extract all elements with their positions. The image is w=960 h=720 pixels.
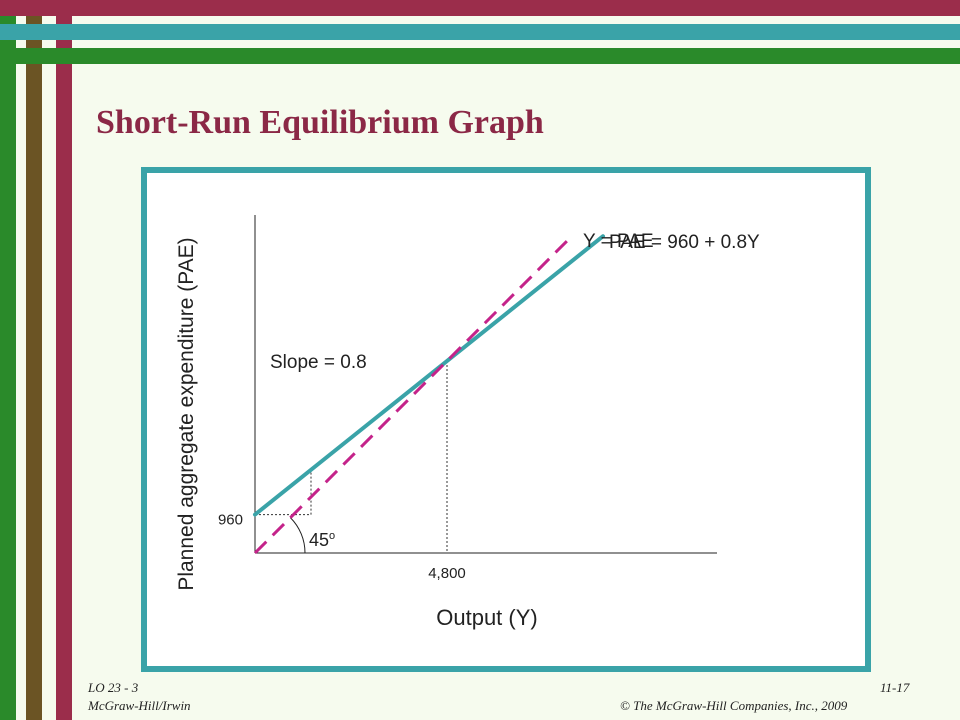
- stripe-maroon-horizontal: [0, 0, 960, 16]
- series-line-pae: [253, 234, 605, 517]
- series-label-pae: PAE = 960 + 0.8Y: [609, 232, 760, 253]
- stripe-green-vertical: [0, 0, 16, 720]
- series-line-y-equals-pae: [253, 235, 573, 555]
- chart-panel: [141, 167, 871, 672]
- footer-lo: LO 23 - 3: [88, 680, 139, 695]
- stripe-olive-vertical: [26, 0, 42, 720]
- stripe-gap-2: [42, 0, 56, 720]
- y-tick-label: 960: [218, 512, 243, 529]
- footer-publisher: McGraw-Hill/Irwin: [88, 698, 191, 713]
- series-label-y-equals-pae: Y = PAE: [583, 231, 654, 252]
- stripe-teal-horizontal: [0, 24, 960, 40]
- stripe-maroon-vertical: [56, 0, 72, 720]
- angle-arc: [290, 517, 306, 554]
- y-axis-label: Planned aggregate expenditure (PAE): [175, 237, 198, 590]
- x-tick-label: 4,800: [428, 565, 466, 582]
- stripe-green-horizontal: [0, 48, 960, 64]
- slope-triangle: [255, 469, 312, 516]
- footer-page: 11-17: [880, 680, 910, 695]
- stripe-gap-1: [16, 0, 26, 720]
- angle-annotation: 45o: [309, 530, 335, 550]
- slide-title: Short-Run Equilibrium Graph: [96, 104, 544, 141]
- footer-copyright: © The McGraw-Hill Companies, Inc., 2009: [620, 698, 848, 713]
- x-axis-label: Output (Y): [436, 605, 537, 630]
- slope-annotation: Slope = 0.8: [270, 352, 367, 373]
